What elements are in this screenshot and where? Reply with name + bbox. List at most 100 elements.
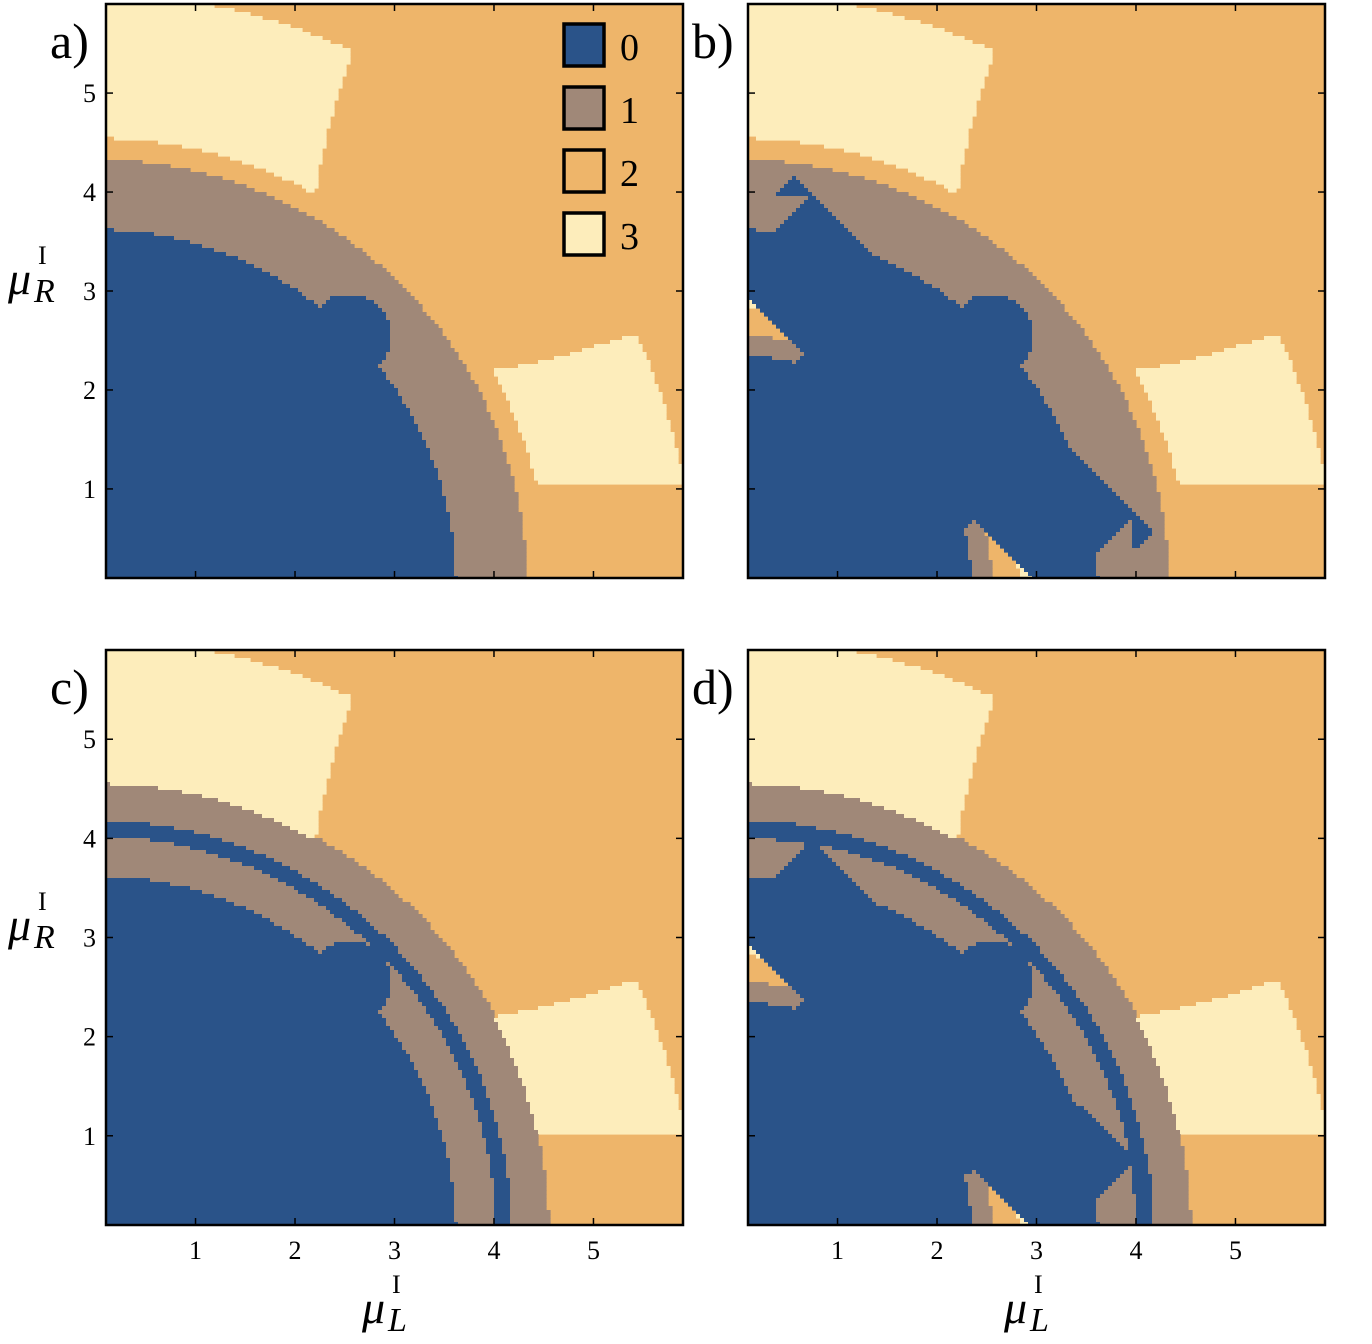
region-cell (748, 456, 1081, 461)
region-cell (964, 532, 985, 537)
region-cell (944, 874, 1017, 879)
region-cell (876, 902, 961, 907)
region-cell (522, 436, 675, 441)
region-cell (106, 176, 223, 181)
region-cell (106, 404, 407, 409)
region-cell (106, 4, 215, 9)
region-cell (748, 356, 773, 361)
region-cell (748, 830, 837, 835)
region-cell (530, 460, 679, 465)
region-cell (494, 1182, 511, 1187)
region-cell (1032, 986, 1053, 991)
region-cell (896, 164, 961, 169)
region-cell (106, 104, 335, 109)
region-cell (748, 1210, 973, 1215)
region-cell (1064, 974, 1113, 979)
region-cell (1136, 1118, 1177, 1123)
region-cell (1056, 416, 1133, 421)
region-cell (1140, 544, 1169, 549)
region-cell (390, 380, 475, 385)
region-cell (106, 256, 239, 261)
region-cell (748, 1082, 1065, 1087)
region-cell (106, 200, 283, 205)
region-cell (490, 1174, 507, 1179)
region-cell (106, 132, 327, 137)
region-cell (230, 802, 323, 807)
region-cell (748, 60, 993, 65)
region-cell (202, 890, 299, 895)
region-cell (106, 364, 379, 369)
region-cell (968, 1186, 989, 1191)
region-cell (154, 232, 339, 237)
region-cell (792, 1006, 797, 1011)
region-cell (748, 1158, 1149, 1163)
region-cell (776, 874, 849, 879)
region-cell (498, 1026, 655, 1031)
region-cell (1144, 388, 1301, 393)
region-cell (784, 332, 1033, 337)
region-cell (1148, 1038, 1301, 1043)
region-cell (390, 978, 403, 983)
region-cell (106, 572, 455, 577)
region-cell (290, 826, 319, 831)
region-cell (434, 464, 511, 469)
region-cell (1120, 1114, 1137, 1119)
region-cell (510, 1206, 547, 1211)
region-cell (374, 300, 419, 305)
region-cell (1160, 424, 1313, 429)
region-cell (1236, 344, 1285, 349)
region-cell (1096, 552, 1169, 557)
region-cell (1080, 998, 1129, 1003)
region-cell (106, 966, 391, 971)
region-cell (1064, 1002, 1085, 1007)
region-cell (1228, 994, 1285, 999)
region-cell (748, 658, 893, 663)
region-cell (1128, 1146, 1145, 1151)
region-cell (748, 304, 757, 309)
region-cell (106, 160, 143, 165)
region-cell (106, 794, 203, 799)
region-cell (748, 726, 985, 731)
region-cell (1168, 1098, 1321, 1103)
region-cell (538, 360, 651, 365)
region-cell (748, 268, 905, 273)
region-cell (106, 388, 399, 393)
region-cell (366, 938, 391, 943)
region-cell (446, 1010, 495, 1015)
region-cell (748, 874, 777, 879)
region-cell (410, 1058, 455, 1063)
region-cell (748, 1018, 1029, 1023)
region-cell (506, 1162, 543, 1167)
region-cell (442, 480, 515, 485)
region-cell (158, 786, 327, 791)
region-cell (948, 188, 957, 193)
region-cell (106, 1142, 447, 1147)
y-tick-label: 3 (83, 277, 96, 306)
region-cell (1032, 990, 1057, 995)
region-cell (106, 714, 347, 719)
region-cell (554, 1002, 647, 1007)
region-cell (414, 1062, 459, 1067)
region-cell (1108, 1082, 1125, 1087)
region-cell (1084, 1106, 1117, 1111)
region-cell (852, 232, 981, 237)
region-cell (904, 914, 977, 919)
region-cell (1036, 1034, 1085, 1039)
region-cell (860, 240, 993, 245)
region-cell (106, 336, 391, 341)
region-cell (1132, 540, 1145, 545)
region-cell (1120, 1070, 1161, 1075)
region-cell (748, 260, 889, 265)
region-cell (106, 372, 387, 377)
svg-text:I: I (1034, 1270, 1043, 1299)
region-cell (402, 978, 423, 983)
region-cell (748, 560, 973, 565)
region-cell (106, 284, 291, 289)
region-cell (1108, 1046, 1153, 1051)
region-cell (106, 472, 439, 477)
region-cell (106, 60, 351, 65)
region-cell (506, 1170, 547, 1175)
region-cell (398, 950, 455, 955)
region-cell (378, 1010, 427, 1015)
region-cell (106, 994, 391, 999)
